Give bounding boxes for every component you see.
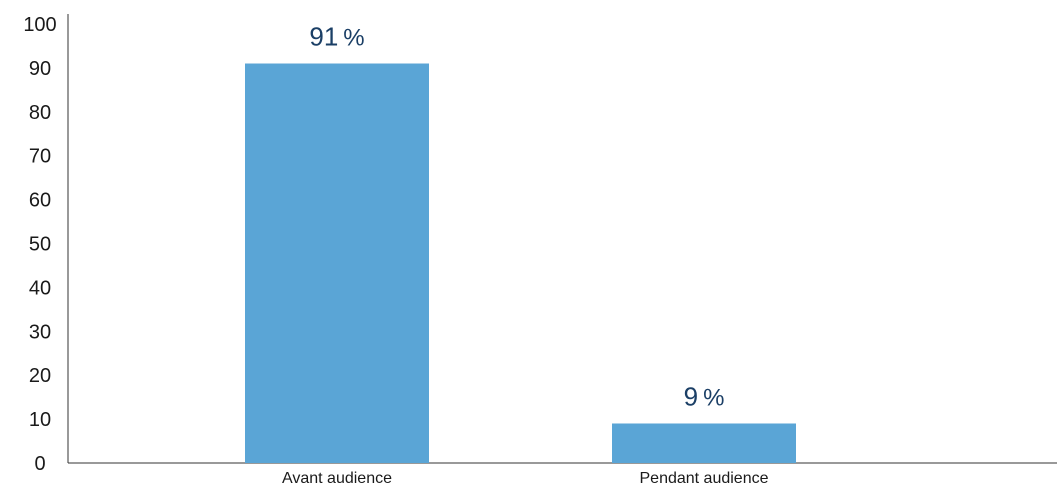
bars-group [245, 63, 796, 463]
y-tick-label: 30 [29, 321, 51, 343]
data-labels-group: 91 % 9% [309, 22, 724, 412]
x-category-label: Pendant audience [640, 470, 769, 486]
category-labels-group: Avant audience Pendant audience [282, 470, 769, 486]
bar-data-label: 91% [309, 22, 364, 52]
y-tick-label: 50 [29, 234, 51, 256]
y-tick-label: 10 [29, 409, 51, 431]
y-tick-label: 100 [23, 14, 56, 36]
y-tick-label: 40 [29, 277, 51, 299]
y-tick-label: 70 [29, 146, 51, 168]
y-tick-label: 90 [29, 58, 51, 80]
bar [245, 63, 429, 463]
y-tick-label: 60 [29, 190, 51, 212]
y-axis: 0 10 20 30 40 50 60 70 80 90 100 [23, 14, 69, 475]
y-tick-label: 80 [29, 102, 51, 124]
x-category-label: Avant audience [282, 470, 392, 486]
y-tick-label: 0 [34, 453, 45, 475]
y-tick-label: 20 [29, 365, 51, 387]
bar-data-label: 9% [684, 381, 725, 411]
bar [612, 423, 796, 463]
